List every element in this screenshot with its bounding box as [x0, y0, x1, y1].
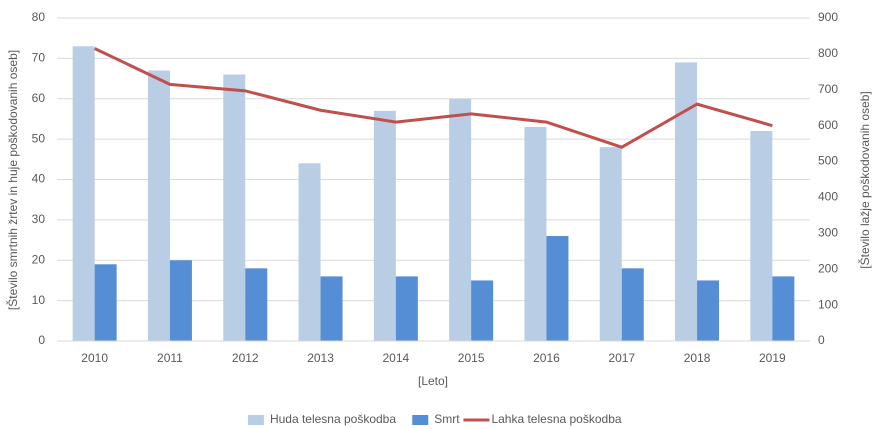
- bar: [621, 268, 644, 341]
- x-axis-label: [Leto]: [418, 374, 448, 388]
- x-tick-label: 2018: [684, 351, 711, 365]
- x-tick-label: 2013: [307, 351, 334, 365]
- y-axis-label: [Število smrtnih žrtev in huje poškodova…: [5, 50, 20, 310]
- line: [94, 47, 773, 149]
- y2-tick-label: 800: [818, 46, 838, 60]
- y-tick-label: 30: [32, 212, 46, 226]
- y-tick-label: 80: [32, 10, 46, 24]
- legend-label: Smrt: [434, 412, 460, 426]
- bar: [298, 163, 321, 341]
- bar: [697, 280, 720, 341]
- x-tick-label: 2019: [759, 351, 786, 365]
- y2-tick-label: 100: [818, 297, 838, 311]
- bar: [320, 276, 343, 341]
- bar: [546, 236, 569, 341]
- bar: [772, 276, 795, 341]
- bar: [395, 276, 418, 341]
- bar: [147, 70, 170, 342]
- bar: [169, 260, 192, 341]
- bar: [245, 268, 268, 341]
- x-tick-label: 2017: [608, 351, 635, 365]
- y2-tick-label: 400: [818, 190, 838, 204]
- y-tick-label: 70: [32, 51, 46, 65]
- legend-label: Lahka telesna poškodba: [491, 412, 621, 426]
- bar: [675, 62, 698, 341]
- x-tick-label: 2016: [533, 351, 560, 365]
- y-tick-label: 20: [32, 252, 46, 266]
- y-tick-label: 40: [32, 172, 46, 186]
- y2-tick-label: 0: [818, 333, 825, 347]
- y2-axis-label: [Število lažje poškodovanih oseb]: [857, 91, 872, 268]
- bar: [524, 127, 547, 341]
- bar: [599, 147, 622, 341]
- y2-tick-label: 600: [818, 118, 838, 132]
- x-tick-label: 2014: [382, 351, 409, 365]
- bar: [471, 280, 494, 341]
- legend-label: Huda telesna poškodba: [270, 412, 396, 426]
- bar: [94, 264, 117, 341]
- y-tick-label: 60: [32, 91, 46, 105]
- bar: [750, 131, 773, 341]
- legend-swatch: [412, 415, 429, 425]
- y2-tick-label: 500: [818, 154, 838, 168]
- bar: [72, 46, 95, 341]
- y2-tick-label: 300: [818, 226, 838, 240]
- x-tick-label: 2012: [232, 351, 259, 365]
- bar: [449, 98, 472, 341]
- x-tick-label: 2015: [458, 351, 485, 365]
- y2-tick-label: 700: [818, 82, 838, 96]
- legend-swatch: [247, 415, 264, 425]
- y-tick-label: 0: [38, 333, 45, 347]
- y-tick-label: 50: [32, 131, 46, 145]
- bar: [223, 74, 246, 342]
- y2-tick-label: 200: [818, 261, 838, 275]
- y2-tick-label: 900: [818, 10, 838, 24]
- bar: [373, 110, 396, 341]
- x-tick-label: 2010: [81, 351, 108, 365]
- x-tick-label: 2011: [157, 351, 183, 365]
- y-tick-label: 10: [32, 293, 46, 307]
